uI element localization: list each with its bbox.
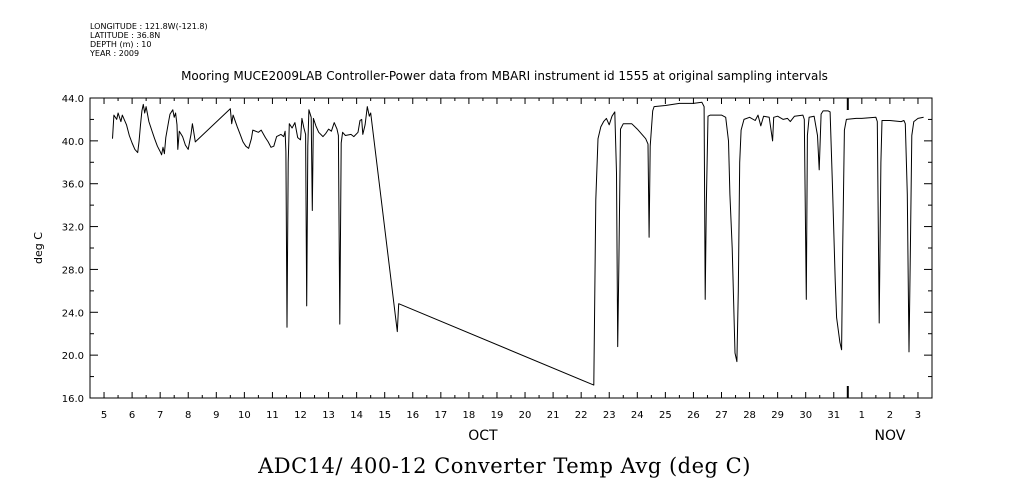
y-tick-label: 28.0 (62, 265, 84, 276)
y-tick-label: 32.0 (62, 223, 84, 234)
x-tick-label: 16 (406, 410, 419, 421)
x-tick-label: 22 (575, 410, 588, 421)
x-tick-label: 5 (101, 410, 107, 421)
x-tick-label: 11 (266, 410, 279, 421)
x-tick-label: 30 (799, 410, 812, 421)
x-tick-label: 10 (238, 410, 251, 421)
x-tick-label: 26 (687, 410, 700, 421)
x-tick-label: 19 (491, 410, 504, 421)
x-tick-label: 27 (715, 410, 728, 421)
month-label: NOV (874, 428, 905, 444)
x-tick-label: 29 (771, 410, 784, 421)
x-tick-label: 31 (827, 410, 840, 421)
variable-title: ADC14/ 400-12 Converter Temp Avg (deg C) (258, 454, 751, 478)
latitude-label: LATITUDE : 36.8N (90, 31, 161, 40)
x-tick-label: 25 (659, 410, 672, 421)
y-tick-label: 40.0 (62, 137, 84, 148)
x-tick-label: 9 (213, 410, 219, 421)
x-tick-label: 14 (350, 410, 363, 421)
series-line (112, 101, 924, 386)
year-label: YEAR : 2009 (90, 49, 140, 58)
x-tick-label: 18 (463, 410, 476, 421)
x-tick-label: 15 (378, 410, 391, 421)
x-tick-label: 24 (631, 410, 644, 421)
x-tick-label: 3 (915, 410, 921, 421)
x-tick-label: 13 (322, 410, 335, 421)
x-tick-label: 12 (294, 410, 307, 421)
x-tick-label: 6 (129, 410, 135, 421)
month-label: OCT (468, 428, 498, 444)
metadata-block: LONGITUDE : 121.8W(-121.8) LATITUDE : 36… (90, 22, 208, 58)
x-tick-label: 17 (434, 410, 447, 421)
y-axis: 16.0 20.0 24.0 28.0 32.0 36.0 40.0 44.0 (62, 94, 932, 405)
x-tick-label: 1 (859, 410, 865, 421)
x-tick-label: 28 (743, 410, 756, 421)
chart-title: Mooring MUCE2009LAB Controller-Power dat… (181, 69, 828, 83)
depth-label: DEPTH (m) : 10 (90, 40, 152, 49)
x-tick-label: 20 (519, 410, 532, 421)
x-axis: 5 6 7 8 9 10 11 12 13 14 15 16 17 18 19 20 21 22 23 24 25 26 2… (89, 98, 933, 444)
x-tick-label: 7 (157, 410, 163, 421)
x-tick-label: 8 (185, 410, 191, 421)
longitude-label: LONGITUDE : 121.8W(-121.8) (90, 22, 208, 31)
y-tick-label: 44.0 (62, 94, 84, 105)
series-layer (112, 101, 924, 386)
x-tick-label: 23 (603, 410, 616, 421)
y-tick-label: 36.0 (62, 180, 84, 191)
y-tick-label: 24.0 (62, 308, 84, 319)
x-tick-label: 2 (887, 410, 893, 421)
y-axis-label: deg C (32, 232, 45, 264)
y-tick-label: 16.0 (62, 394, 84, 405)
x-tick-label: 21 (547, 410, 560, 421)
y-tick-label: 20.0 (62, 351, 84, 362)
